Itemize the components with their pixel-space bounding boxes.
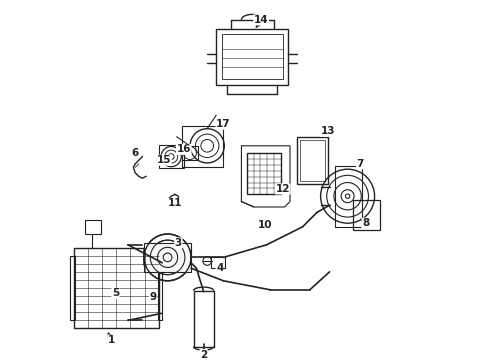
Text: 17: 17 — [216, 119, 231, 129]
Bar — [221, 34, 283, 79]
Bar — [144, 243, 191, 272]
Bar — [216, 29, 288, 85]
Text: 15: 15 — [157, 155, 171, 165]
Bar — [182, 126, 223, 167]
Bar — [85, 220, 101, 234]
Bar — [247, 153, 281, 194]
Bar — [300, 140, 325, 181]
Bar — [194, 291, 214, 346]
Text: 8: 8 — [362, 218, 369, 228]
Bar — [335, 166, 362, 227]
Text: 2: 2 — [200, 350, 207, 360]
Text: 13: 13 — [320, 126, 335, 136]
Bar — [74, 248, 159, 328]
Bar — [182, 146, 198, 160]
Bar — [159, 145, 184, 168]
Text: 3: 3 — [175, 238, 182, 248]
Text: 7: 7 — [357, 159, 364, 169]
Text: 12: 12 — [275, 184, 290, 194]
Bar — [71, 256, 74, 320]
Text: 16: 16 — [176, 144, 191, 154]
Text: 11: 11 — [168, 198, 182, 208]
Text: 5: 5 — [112, 288, 119, 298]
Bar — [158, 256, 162, 320]
Text: 4: 4 — [216, 263, 223, 273]
Text: 6: 6 — [132, 148, 139, 158]
Bar — [297, 137, 328, 184]
Text: 14: 14 — [254, 15, 269, 25]
Text: 10: 10 — [258, 220, 272, 230]
Text: 9: 9 — [149, 292, 157, 302]
Text: 1: 1 — [108, 335, 116, 345]
Bar — [211, 257, 225, 268]
Bar — [353, 200, 380, 230]
